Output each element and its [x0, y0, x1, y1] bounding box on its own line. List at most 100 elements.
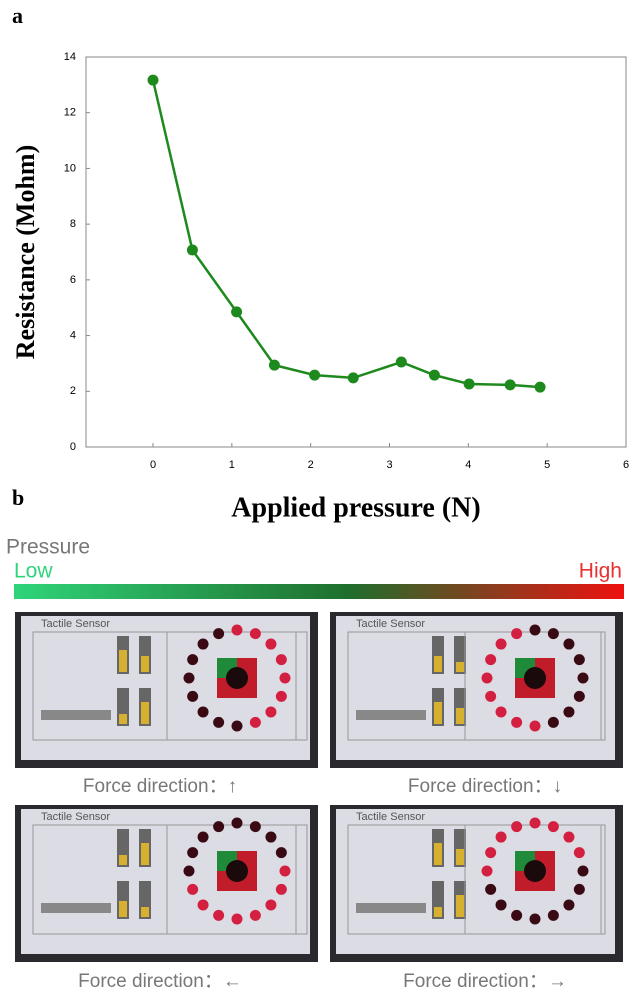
gauge-level: [141, 907, 149, 917]
gauge-level: [434, 656, 442, 672]
gauge-level: [434, 702, 442, 724]
ui-field: [41, 903, 111, 913]
sensor-dot: [529, 913, 541, 925]
sensor-dot: [275, 654, 287, 666]
sensor-dot: [511, 716, 523, 728]
data-point: [463, 378, 475, 390]
gauge-level: [456, 895, 464, 917]
sensor-dot: [213, 821, 225, 833]
sensor-dot: [197, 706, 209, 718]
sensor-dot: [275, 847, 287, 859]
sensor-dot: [529, 624, 541, 636]
sensor-dot: [563, 638, 575, 650]
sensor-dot: [529, 817, 541, 829]
sensor-dot: [547, 821, 559, 833]
data-point: [268, 359, 280, 371]
sensor-dot: [495, 638, 507, 650]
y-tick-label: 10: [64, 162, 76, 174]
sensor-dot: [249, 628, 261, 640]
sensor-dot: [249, 821, 261, 833]
gauge-level: [434, 843, 442, 865]
x-tick-label: 1: [229, 459, 235, 471]
sensor-dot: [197, 899, 209, 911]
photo-caption: Force direction：↑: [83, 776, 237, 797]
scale-low: Low: [14, 560, 53, 583]
y-tick-label: 12: [64, 107, 76, 119]
sensor-dot: [495, 706, 507, 718]
y-tick-label: 14: [64, 51, 76, 63]
center-ball: [524, 667, 546, 689]
sensor-dot: [573, 883, 585, 895]
sensor-dot: [485, 654, 497, 666]
scale-high: High: [579, 560, 622, 583]
ui-field: [41, 710, 111, 720]
gauge-level: [119, 714, 127, 724]
data-point: [231, 306, 243, 318]
sensor-dot: [511, 628, 523, 640]
sensor-dot: [265, 899, 277, 911]
gauge-level: [141, 702, 149, 724]
y-tick-label: 0: [70, 441, 76, 453]
screen: [336, 616, 615, 760]
gauge-level: [456, 849, 464, 865]
sensor-dot: [511, 909, 523, 921]
sensor-dot: [495, 899, 507, 911]
sensor-dot: [573, 654, 585, 666]
sensor-dot: [231, 624, 243, 636]
ui-field: [356, 903, 426, 913]
x-tick-label: 5: [544, 459, 550, 471]
y-tick-label: 4: [70, 329, 76, 341]
gauge-level: [141, 843, 149, 865]
sensor-dot: [197, 638, 209, 650]
scale-title: Pressure: [6, 536, 90, 559]
y-axis-label: Resistance (Mohm): [11, 145, 40, 359]
x-tick-label: 3: [386, 459, 392, 471]
sensor-dot: [231, 913, 243, 925]
photo-caption: Force direction：↓: [408, 776, 562, 797]
gauge-level: [456, 708, 464, 724]
x-axis-label: Applied pressure (N): [231, 492, 480, 523]
data-point: [347, 372, 359, 384]
sensor-dot: [265, 831, 277, 843]
sensor-dot: [231, 817, 243, 829]
x-tick-label: 0: [150, 459, 156, 471]
ui-frame: [32, 824, 297, 935]
sensor-dot: [481, 672, 493, 684]
gauge-level: [434, 907, 442, 917]
plot-frame: [85, 56, 627, 448]
data-point: [309, 369, 321, 381]
sensor-dot: [547, 909, 559, 921]
y-tick-label: 2: [70, 385, 76, 397]
data-point: [428, 369, 440, 381]
x-tick-label: 4: [465, 459, 471, 471]
sensor-dot: [231, 720, 243, 732]
sensor-dot: [187, 654, 199, 666]
panel-label: b: [12, 485, 24, 510]
ui-frame: [32, 631, 297, 741]
gauge-level: [141, 656, 149, 672]
x-tick-label: 2: [308, 459, 314, 471]
pressure-gradient: [14, 584, 624, 599]
sensor-dot: [275, 690, 287, 702]
y-tick-label: 6: [70, 274, 76, 286]
sensor-dot: [547, 628, 559, 640]
sensor-dot: [485, 847, 497, 859]
data-point: [395, 356, 407, 368]
gauge-level: [119, 901, 127, 917]
screen-title: Tactile Sensor: [41, 811, 110, 823]
sensor-dot: [573, 847, 585, 859]
sensor-dot: [563, 899, 575, 911]
sensor-dot: [573, 690, 585, 702]
screen: [21, 616, 310, 760]
sensor-dot: [187, 690, 199, 702]
gauge-level: [119, 855, 127, 865]
sensor-dot: [563, 831, 575, 843]
sensor-dot: [275, 883, 287, 895]
screen: [21, 809, 310, 954]
screen: [336, 809, 615, 954]
sensor-dot: [249, 909, 261, 921]
sensor-dot: [511, 821, 523, 833]
sensor-dot: [265, 638, 277, 650]
sensor-dot: [495, 831, 507, 843]
